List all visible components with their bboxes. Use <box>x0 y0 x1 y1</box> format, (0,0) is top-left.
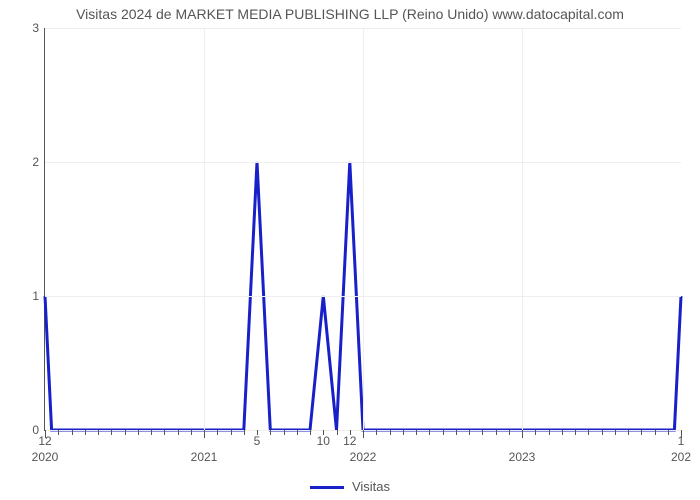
x-tick <box>482 430 483 435</box>
legend-label: Visitas <box>352 479 390 494</box>
x-tick <box>562 430 563 435</box>
x-tick <box>522 430 523 438</box>
x-tick <box>469 430 470 435</box>
chart-title: Visitas 2024 de MARKET MEDIA PUBLISHING … <box>0 6 700 22</box>
x-month-label: 12 <box>38 434 51 448</box>
x-month-label: 1 <box>678 434 685 448</box>
x-tick <box>191 430 192 435</box>
x-tick <box>509 430 510 435</box>
x-tick <box>151 430 152 435</box>
x-tick <box>602 430 603 435</box>
x-tick <box>429 430 430 435</box>
x-tick <box>615 430 616 435</box>
x-tick <box>270 430 271 435</box>
x-tick <box>641 430 642 435</box>
x-tick <box>588 430 589 435</box>
x-year-label: 2023 <box>509 450 536 464</box>
y-tick-label: 1 <box>25 289 39 303</box>
x-tick <box>443 430 444 435</box>
x-tick <box>363 430 364 438</box>
y-tick-label: 0 <box>25 423 39 437</box>
x-tick <box>244 430 245 435</box>
x-tick <box>217 430 218 435</box>
x-tick <box>72 430 73 435</box>
x-tick <box>204 430 205 438</box>
grid-v <box>363 28 364 430</box>
x-tick <box>376 430 377 435</box>
x-year-label: 2020 <box>32 450 59 464</box>
x-tick <box>416 430 417 435</box>
x-tick <box>310 430 311 435</box>
x-year-label: 2022 <box>350 450 377 464</box>
x-year-label: 202 <box>671 450 691 464</box>
x-tick <box>535 430 536 435</box>
plot-area: 0123202020212022202320212510121 <box>44 28 681 431</box>
x-tick <box>98 430 99 435</box>
x-tick <box>628 430 629 435</box>
x-tick <box>549 430 550 435</box>
grid-v <box>204 28 205 430</box>
x-month-label: 10 <box>317 434 330 448</box>
x-month-label: 5 <box>254 434 261 448</box>
y-tick-label: 2 <box>25 155 39 169</box>
x-tick <box>85 430 86 435</box>
x-tick <box>575 430 576 435</box>
x-tick <box>58 430 59 435</box>
x-tick <box>456 430 457 435</box>
x-tick <box>668 430 669 435</box>
x-tick <box>655 430 656 435</box>
x-tick <box>178 430 179 435</box>
legend-swatch <box>310 486 344 489</box>
x-tick <box>164 430 165 435</box>
x-tick <box>284 430 285 435</box>
x-tick <box>297 430 298 435</box>
x-month-label: 12 <box>343 434 356 448</box>
x-tick <box>337 430 338 435</box>
x-tick <box>231 430 232 435</box>
x-tick <box>403 430 404 435</box>
legend: Visitas <box>0 479 700 494</box>
x-year-label: 2021 <box>191 450 218 464</box>
x-tick <box>496 430 497 435</box>
x-tick <box>125 430 126 435</box>
y-tick-label: 3 <box>25 21 39 35</box>
x-tick <box>138 430 139 435</box>
grid-v <box>522 28 523 430</box>
x-tick <box>390 430 391 435</box>
x-tick <box>111 430 112 435</box>
